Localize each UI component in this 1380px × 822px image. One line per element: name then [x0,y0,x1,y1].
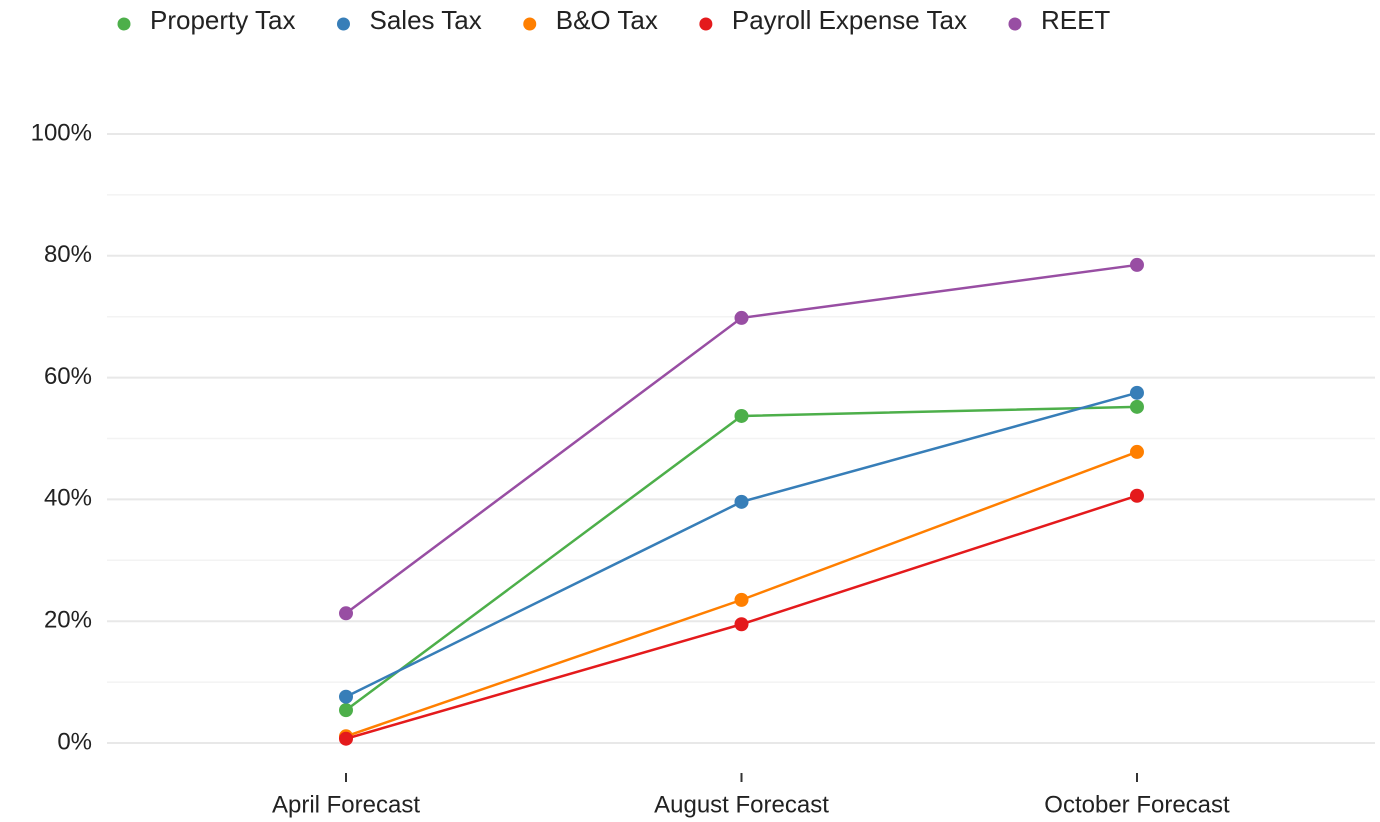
x-tick-label: April Forecast [272,791,420,818]
data-point [339,731,353,746]
data-point [1130,385,1144,400]
legend-label: Sales Tax [369,5,481,35]
y-tick-label: 40% [44,485,92,512]
data-point [734,494,749,509]
legend-marker [1008,17,1022,31]
legend-marker [117,17,131,31]
legend-marker [336,17,350,31]
legend-marker [699,17,713,31]
data-point [1130,444,1144,459]
data-point [734,617,749,632]
data-point [339,606,353,621]
y-tick-label: 60% [44,363,92,390]
y-tick-label: 0% [57,728,92,755]
data-point [1130,488,1144,503]
y-tick-label: 100% [31,119,92,146]
data-point [1130,257,1144,272]
series-line [345,494,1138,740]
y-tick-label: 20% [44,607,92,634]
legend-marker [523,17,537,31]
series-line [345,405,1138,712]
data-point [734,592,749,607]
y-tick-label: 80% [44,241,92,268]
data-point [734,310,749,325]
data-point [734,408,749,423]
x-tick-label: October Forecast [1044,791,1230,818]
x-tick-label: August Forecast [654,791,829,818]
legend-label: Property Tax [150,5,295,35]
legend-label: REET [1041,5,1110,35]
data-point [339,689,353,704]
legend-label: Payroll Expense Tax [732,5,967,35]
legend-label: B&O Tax [556,5,658,35]
data-point [1130,399,1144,414]
data-point [339,703,353,718]
